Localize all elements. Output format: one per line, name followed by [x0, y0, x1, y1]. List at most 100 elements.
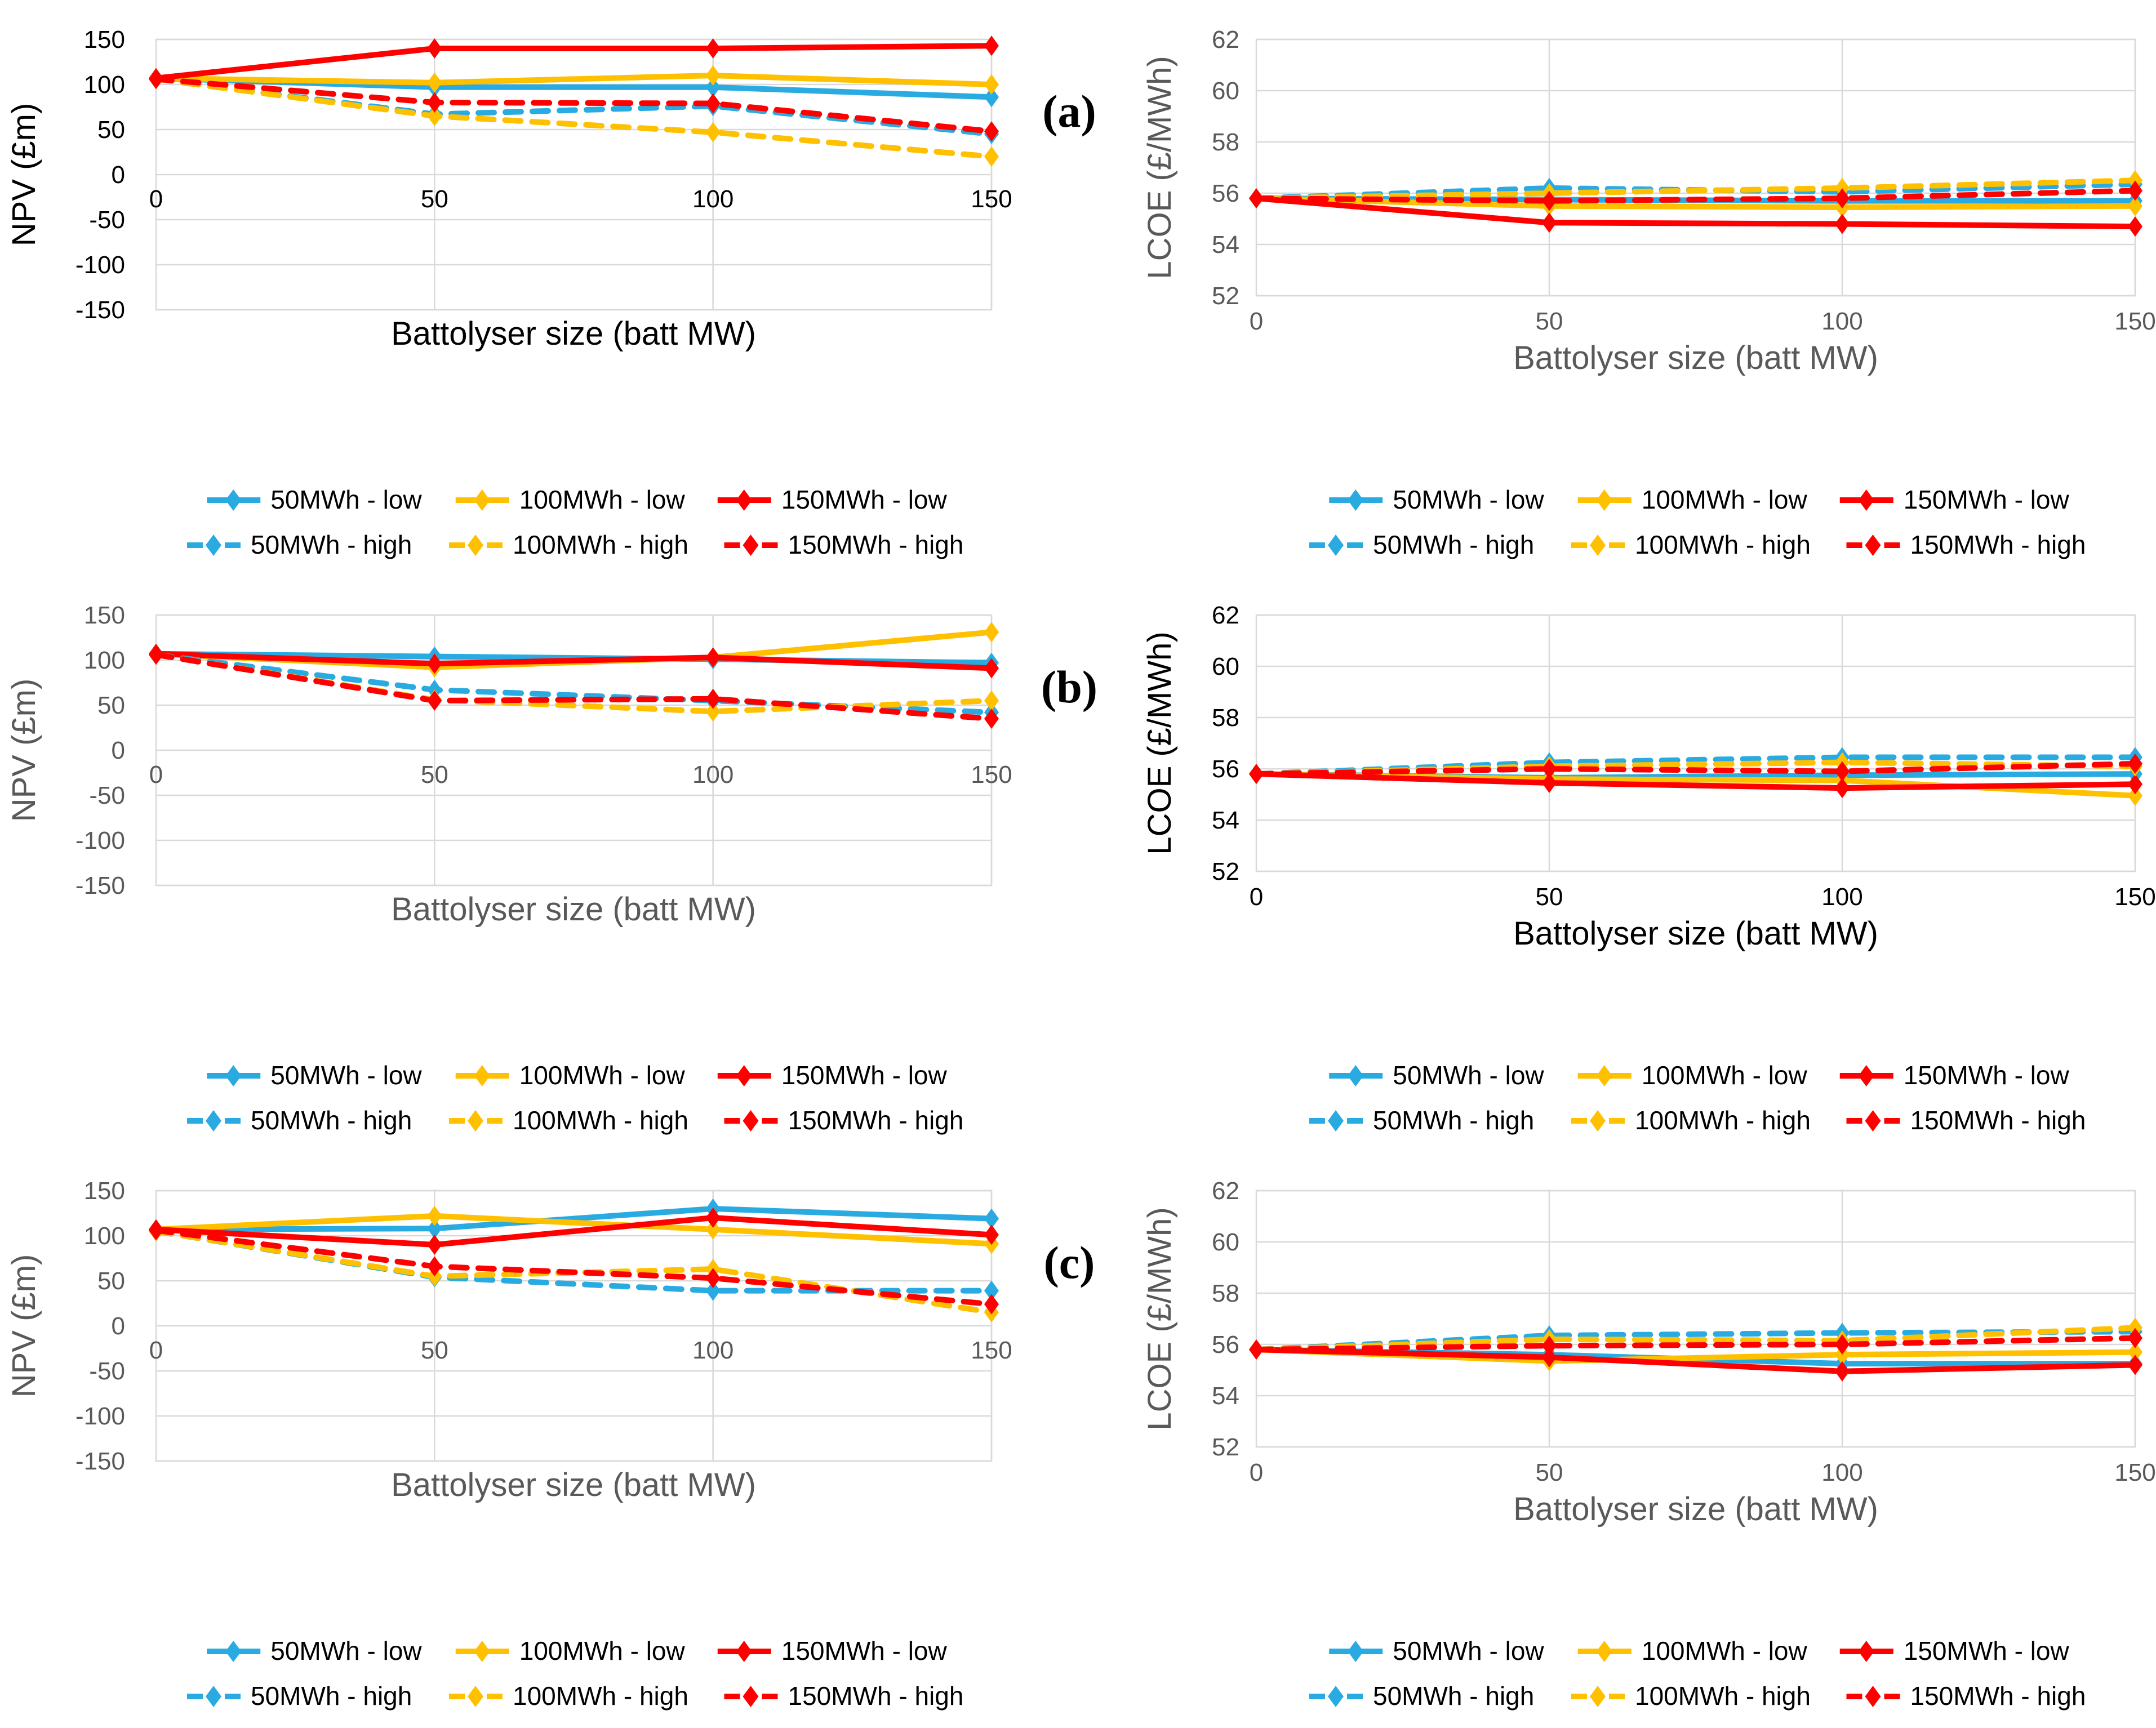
data-point-marker	[2128, 180, 2142, 201]
legend-label: 50MWh - high	[251, 530, 412, 559]
data-point-marker	[427, 92, 442, 113]
data-point-marker	[705, 647, 721, 668]
y-tick-label: 58	[1212, 128, 1239, 156]
data-point-marker	[1249, 188, 1264, 209]
legend-item-50mwh---high: 50MWh - high	[187, 1681, 412, 1711]
legend-marker	[1865, 1110, 1881, 1132]
legend-marker	[474, 1641, 490, 1662]
x-axis-ticks: 0 50 100 150	[1250, 308, 2156, 335]
series-line	[153, 1205, 994, 1232]
series-line	[153, 1227, 994, 1307]
y-axis-ticks: 150 100 50 0 -50 -100 -150	[75, 602, 125, 899]
data-point-marker	[2128, 774, 2142, 795]
series-line	[1253, 195, 2138, 230]
y-tick-label: 0	[112, 1312, 125, 1340]
x-tick-label: 150	[2114, 1459, 2155, 1486]
x-axis-ticks: 0 50 100 150	[149, 1337, 1012, 1364]
legend-item-50mwh---low: 50MWh - low	[207, 1061, 422, 1090]
x-tick-label: 100	[692, 185, 734, 213]
legend-label: 150MWh - low	[1904, 1636, 2070, 1665]
data-point-marker	[427, 38, 442, 59]
legend-item-50mwh---low: 50MWh - low	[207, 1636, 422, 1665]
y-axis-title: LCOE (£/MWh)	[1141, 1207, 1178, 1430]
y-tick-label: 0	[112, 161, 125, 189]
legend-item-150mwh---low: 150MWh - low	[717, 1636, 948, 1665]
data-point-marker	[2128, 1328, 2142, 1348]
legend-marker	[1328, 1686, 1344, 1707]
y-tick-label: 62	[1212, 602, 1239, 629]
legend-label: 150MWh - high	[788, 1681, 964, 1711]
legend-label: 100MWh - high	[513, 1681, 688, 1711]
data-point-marker	[1542, 773, 1557, 794]
legend-label: 100MWh - low	[519, 485, 686, 514]
series-150mwh---low	[1249, 188, 2142, 237]
series-line	[153, 76, 994, 159]
y-tick-label: 100	[84, 1222, 125, 1250]
y-axis-ticks: 150 100 50 0 -50 -100 -150	[75, 26, 125, 324]
data-point-marker	[1835, 778, 1850, 799]
legend-label: 50MWh - high	[1373, 1106, 1534, 1135]
x-axis-title: Battolyser size (batt MW)	[1513, 340, 1878, 376]
legend-item-50mwh---low: 50MWh - low	[1329, 485, 1544, 514]
legend-label: 150MWh - high	[788, 530, 964, 559]
legend-marker	[206, 1110, 221, 1132]
series-line	[153, 652, 994, 715]
legend-marker	[1348, 489, 1364, 511]
x-axis-title: Battolyser size (batt MW)	[1513, 1491, 1878, 1527]
series-line	[153, 76, 994, 135]
y-tick-label: 60	[1212, 77, 1239, 105]
series-150mwh---high	[1249, 753, 2142, 785]
x-tick-label: 50	[421, 1337, 448, 1364]
legend-item-50mwh---high: 50MWh - high	[187, 530, 412, 559]
plot-border	[155, 614, 993, 887]
legend-marker	[225, 1065, 242, 1086]
panel-label-c: (c)	[1043, 1237, 1095, 1288]
legend-item-100mwh---high: 100MWh - high	[449, 1681, 688, 1711]
legend-item-150mwh---low: 150MWh - low	[1839, 1061, 2069, 1090]
y-tick-label: 50	[97, 692, 125, 719]
legend-item-150mwh---high: 150MWh - high	[1846, 1106, 2086, 1135]
legend-label: 100MWh - high	[513, 1106, 688, 1135]
y-tick-label: 50	[97, 116, 125, 144]
data-point-marker	[427, 106, 442, 126]
x-tick-label: 50	[1536, 308, 1563, 335]
gridlines	[1256, 614, 2136, 872]
legend-item-150mwh---low: 150MWh - low	[717, 485, 947, 514]
x-axis-ticks: 0 50 100 150	[1250, 1459, 2156, 1486]
data-point-marker	[1835, 213, 1850, 234]
y-tick-label: -100	[75, 827, 125, 854]
y-tick-label: -50	[89, 206, 125, 234]
y-axis-ticks: 150 100 50 0 -50 -100 -150	[75, 1177, 125, 1475]
legend-label: 50MWh - low	[1393, 1061, 1544, 1090]
x-tick-label: 100	[1821, 1459, 1862, 1486]
legend-marker	[1590, 1686, 1606, 1707]
y-tick-label: -150	[75, 296, 125, 324]
data-point-marker	[427, 1235, 442, 1255]
x-tick-label: 50	[1536, 883, 1563, 911]
data-point-marker	[1249, 1339, 1264, 1360]
series-150mwh---low	[149, 643, 999, 679]
y-axis-ticks: 62 60 58 56 54 52	[1212, 1177, 1239, 1461]
data-point-marker	[1542, 759, 1557, 779]
y-tick-label: -150	[75, 872, 125, 899]
legend-label: 150MWh - low	[781, 1636, 948, 1665]
npv-chart-b: 150 100 50 0 -50 -100 -150 0 50 100 150 NPV (£m) Bat…	[6, 602, 1012, 928]
legend-marker	[743, 535, 759, 556]
lcoe-chart-b: 62 60 58 56 54 52 0 50 100 150 LCOE (£/MWh) Battoly…	[1141, 602, 2156, 952]
legend-marker	[736, 1065, 752, 1086]
legend-item-100mwh---low: 100MWh - low	[1577, 1636, 1807, 1665]
data-point-marker	[427, 1205, 442, 1226]
series-line	[1253, 1335, 2138, 1353]
data-point-marker	[1542, 190, 1557, 211]
legend-item-150mwh---low: 150MWh - low	[717, 1061, 947, 1090]
panel-label-b: (b)	[1041, 661, 1097, 712]
y-axis-title: NPV (£m)	[6, 103, 42, 247]
data-point-marker	[2128, 785, 2142, 806]
y-tick-label: -50	[89, 1357, 125, 1385]
data-point-marker	[1835, 761, 1850, 782]
legend-right-b: 50MWh - low 100MWh - low 150MWh - low 50MWh…	[1309, 1061, 2086, 1135]
x-axis-ticks: 0 50 100 150	[1250, 883, 2156, 911]
legend-item-150mwh---high: 150MWh - high	[724, 1106, 963, 1135]
legend-item-150mwh---high: 150MWh - high	[724, 530, 964, 559]
y-tick-label: 56	[1212, 180, 1239, 207]
